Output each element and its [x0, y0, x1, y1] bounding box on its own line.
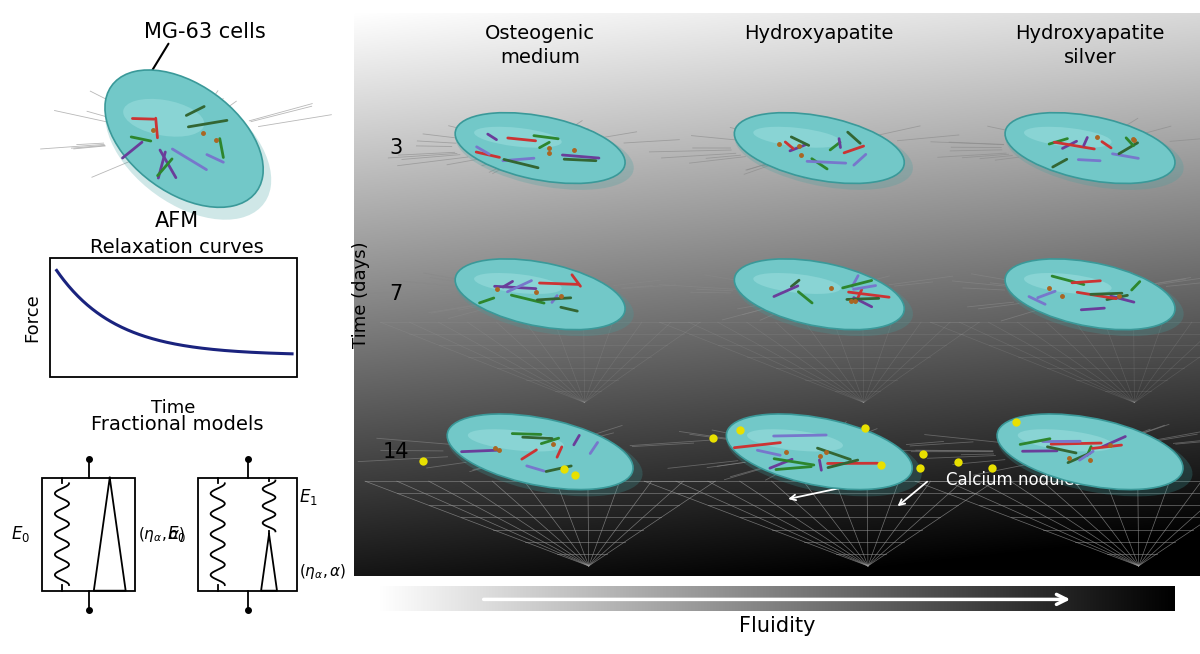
- Bar: [42, 477, 134, 591]
- Ellipse shape: [455, 259, 625, 330]
- Ellipse shape: [748, 429, 842, 451]
- Ellipse shape: [734, 112, 905, 184]
- Ellipse shape: [468, 429, 564, 451]
- Ellipse shape: [734, 116, 913, 190]
- Text: MG-63 cells: MG-63 cells: [144, 22, 266, 43]
- Text: Force: Force: [23, 293, 41, 342]
- Ellipse shape: [448, 417, 642, 496]
- Text: $(\eta_\alpha, \alpha)$: $(\eta_\alpha, \alpha)$: [299, 562, 347, 581]
- Ellipse shape: [474, 273, 562, 294]
- Text: $E_0$: $E_0$: [167, 525, 186, 544]
- Text: Time (days): Time (days): [352, 241, 370, 348]
- Ellipse shape: [1024, 127, 1111, 148]
- Ellipse shape: [997, 417, 1193, 496]
- Text: Fluidity: Fluidity: [739, 615, 815, 636]
- Ellipse shape: [448, 414, 634, 490]
- Bar: [198, 477, 298, 591]
- Text: Hydroxyapatite
silver: Hydroxyapatite silver: [1015, 24, 1165, 67]
- Ellipse shape: [726, 414, 912, 490]
- Text: $(\eta_\alpha, \alpha)$: $(\eta_\alpha, \alpha)$: [138, 525, 186, 543]
- Text: 3: 3: [390, 138, 403, 158]
- Ellipse shape: [1006, 262, 1183, 336]
- Ellipse shape: [754, 273, 841, 294]
- Text: Fractional models: Fractional models: [91, 415, 263, 434]
- Text: Calcium nodules: Calcium nodules: [947, 471, 1084, 489]
- Ellipse shape: [124, 99, 204, 137]
- Ellipse shape: [726, 417, 922, 496]
- Text: Relaxation curves: Relaxation curves: [90, 238, 264, 257]
- Ellipse shape: [754, 127, 841, 148]
- Ellipse shape: [106, 75, 271, 220]
- Text: Osteogenic
medium: Osteogenic medium: [485, 24, 595, 67]
- Ellipse shape: [1024, 273, 1111, 294]
- Ellipse shape: [455, 262, 634, 336]
- Ellipse shape: [997, 414, 1183, 490]
- Text: $E_1$: $E_1$: [299, 487, 318, 506]
- Ellipse shape: [1006, 116, 1183, 190]
- Ellipse shape: [1018, 429, 1114, 451]
- Ellipse shape: [455, 112, 625, 184]
- Text: AFM: AFM: [155, 211, 199, 231]
- Ellipse shape: [734, 262, 913, 336]
- Text: 7: 7: [390, 284, 403, 304]
- Ellipse shape: [455, 116, 634, 190]
- Ellipse shape: [1006, 112, 1175, 184]
- Bar: [49, 258, 298, 377]
- Text: Time: Time: [151, 399, 196, 417]
- Ellipse shape: [104, 70, 263, 207]
- Text: $E_0$: $E_0$: [11, 525, 30, 544]
- Text: 14: 14: [383, 442, 409, 462]
- Ellipse shape: [1006, 259, 1175, 330]
- Ellipse shape: [734, 259, 905, 330]
- Text: Hydroxyapatite: Hydroxyapatite: [745, 24, 894, 43]
- Ellipse shape: [474, 127, 562, 148]
